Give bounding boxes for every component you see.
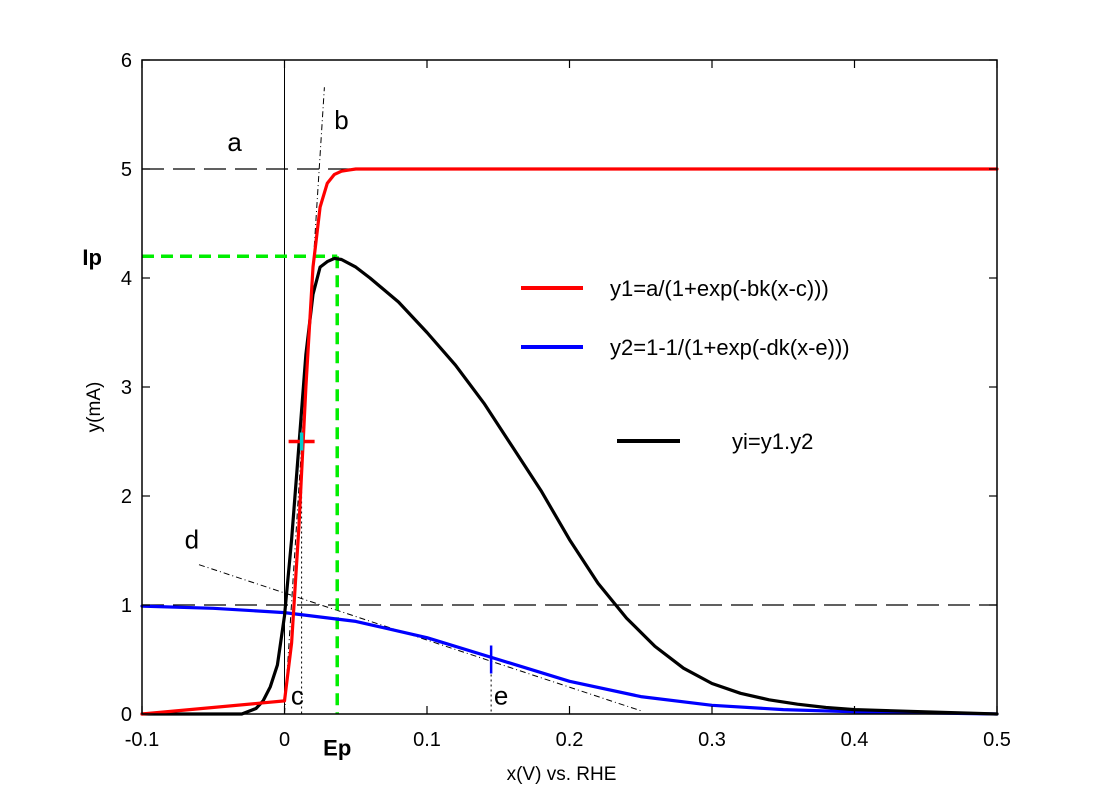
- annotation-d: d: [185, 525, 199, 555]
- tangent-lines: [198, 87, 641, 715]
- y-tick-label: 1: [121, 595, 132, 617]
- series-line-yi: [140, 256, 999, 716]
- markers: [288, 432, 493, 674]
- series-line-y2: [140, 604, 999, 716]
- annotation-b: b: [334, 105, 348, 135]
- x-tick-label: -0.1: [125, 729, 159, 751]
- x-tick-label: 0.3: [698, 729, 726, 751]
- x-tick-label: 0.2: [556, 729, 584, 751]
- x-tick-label: 0.1: [413, 729, 441, 751]
- x-tick-label: 0.4: [841, 729, 869, 751]
- legend-label-y1: y1=a/(1+exp(-bk(x-c))): [610, 276, 829, 301]
- series-line-y1: [140, 167, 999, 716]
- y-tick-label: 6: [121, 50, 132, 72]
- annotations: a b c d e Ip Ep: [82, 105, 508, 761]
- legend: y1=a/(1+exp(-bk(x-c))) y2=1-1/(1+exp(-dk…: [521, 276, 850, 454]
- y-tick-label: 2: [121, 486, 132, 508]
- legend-label-yi: yi=y1.y2: [732, 429, 813, 454]
- legend-label-y2: y2=1-1/(1+exp(-dk(x-e))): [610, 335, 850, 360]
- annotation-ep: Ep: [323, 736, 351, 761]
- annotation-c: c: [291, 680, 304, 710]
- axis-ticks: -0.1 0 0.1 0.2 0.3 0.4 0.5 0 1 2 3 4 5 6: [121, 50, 1011, 751]
- y-tick-label: 0: [121, 704, 132, 726]
- annotation-a: a: [227, 127, 242, 157]
- y-tick-label: 3: [121, 377, 132, 399]
- x-tick-label: 0.5: [983, 729, 1011, 751]
- series-lines: [140, 167, 999, 716]
- annotation-e: e: [494, 680, 508, 710]
- x-axis-label: x(V) vs. RHE: [507, 764, 617, 785]
- annotation-ip: Ip: [82, 245, 102, 270]
- y-tick-label: 5: [121, 159, 132, 181]
- x-tick-label: 0: [279, 729, 290, 751]
- reference-lines: [142, 60, 997, 714]
- plot-frame: [141, 59, 998, 715]
- y-tick-label: 4: [121, 268, 132, 290]
- y-axis-label: y(mA): [84, 382, 105, 433]
